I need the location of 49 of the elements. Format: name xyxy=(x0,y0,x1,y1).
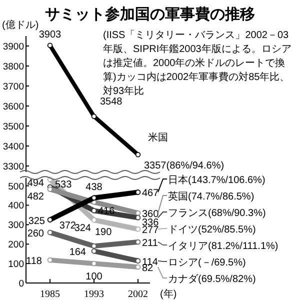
y-tick-label: 3600 xyxy=(2,102,24,112)
x-axis-title: (年) xyxy=(160,288,177,300)
legend-label: ドイツ(52%/85.5%) xyxy=(168,224,256,236)
data-label: 438 xyxy=(86,182,103,193)
data-label: 100 xyxy=(86,272,103,283)
data-label: 325 xyxy=(28,216,46,227)
data-label: 190 xyxy=(95,227,112,238)
chart-title: サミット参加国の軍事費の推移 xyxy=(45,6,255,23)
data-label: 164 xyxy=(69,247,86,258)
y-tick-label: 3300 xyxy=(2,162,24,172)
y-tick-label: 3900 xyxy=(2,42,24,52)
data-label: 260 xyxy=(27,228,44,240)
point xyxy=(135,152,141,158)
legend-label: ロシア(－/69.5%) xyxy=(168,258,246,268)
data-label: 482 xyxy=(27,191,44,202)
data-label: 118 xyxy=(26,256,42,268)
y-tick-label: 3800 xyxy=(2,62,24,72)
point xyxy=(47,42,53,48)
y-tick-label: 300 xyxy=(8,220,24,232)
legend-label: フランス(68%/90.3%) xyxy=(168,208,266,219)
series-label: 米国 xyxy=(148,132,168,144)
y-tick-label: 0 xyxy=(18,278,24,290)
y-tick-label: 3400 xyxy=(2,142,24,152)
y-axis-title: (億ドル) xyxy=(2,19,39,31)
x-tick-label: 2002 xyxy=(128,289,148,300)
data-label: 533 xyxy=(55,179,72,190)
data-label: 467 xyxy=(142,188,160,200)
x-tick-label: 1993 xyxy=(84,289,104,300)
x-tick-label: 1985 xyxy=(40,289,60,300)
data-label: 3903 xyxy=(38,29,62,40)
data-label: 3357(86%/94.6%) xyxy=(144,160,224,172)
data-label: 324 xyxy=(74,223,92,234)
text: 英国(74.7%/86.5%) xyxy=(168,190,254,202)
y-tick-label: 200 xyxy=(8,240,24,251)
y-tick-label: 3700 xyxy=(2,82,24,92)
legend-label: 日本(143.7%/106.6%) xyxy=(168,174,266,186)
data-label: 3548 xyxy=(100,96,123,108)
legend-label: カナダ(69.5%/82%) xyxy=(168,273,256,285)
point xyxy=(91,114,97,120)
y-tick-label: 100 xyxy=(8,259,24,270)
y-tick-label: 400 xyxy=(8,200,24,212)
y-tick-label: 3500 xyxy=(2,122,24,132)
legend-label: イタリア(81.2%/111.1%) xyxy=(168,241,278,252)
data-label: 360 xyxy=(142,209,160,220)
data-label: 211 xyxy=(142,238,158,249)
point xyxy=(47,217,53,222)
annotation: (IISS「ミリタリー・バランス」2002－03年版、SIPRI年鑑2003年版による。ロシアは推定値。2000年の米ドルのレートで換算)カッコ内は2002年軍事費の対85年比、対93年比 xyxy=(103,29,292,98)
data-label: 494 xyxy=(27,178,44,189)
y-tick-label: 500 xyxy=(8,181,24,192)
